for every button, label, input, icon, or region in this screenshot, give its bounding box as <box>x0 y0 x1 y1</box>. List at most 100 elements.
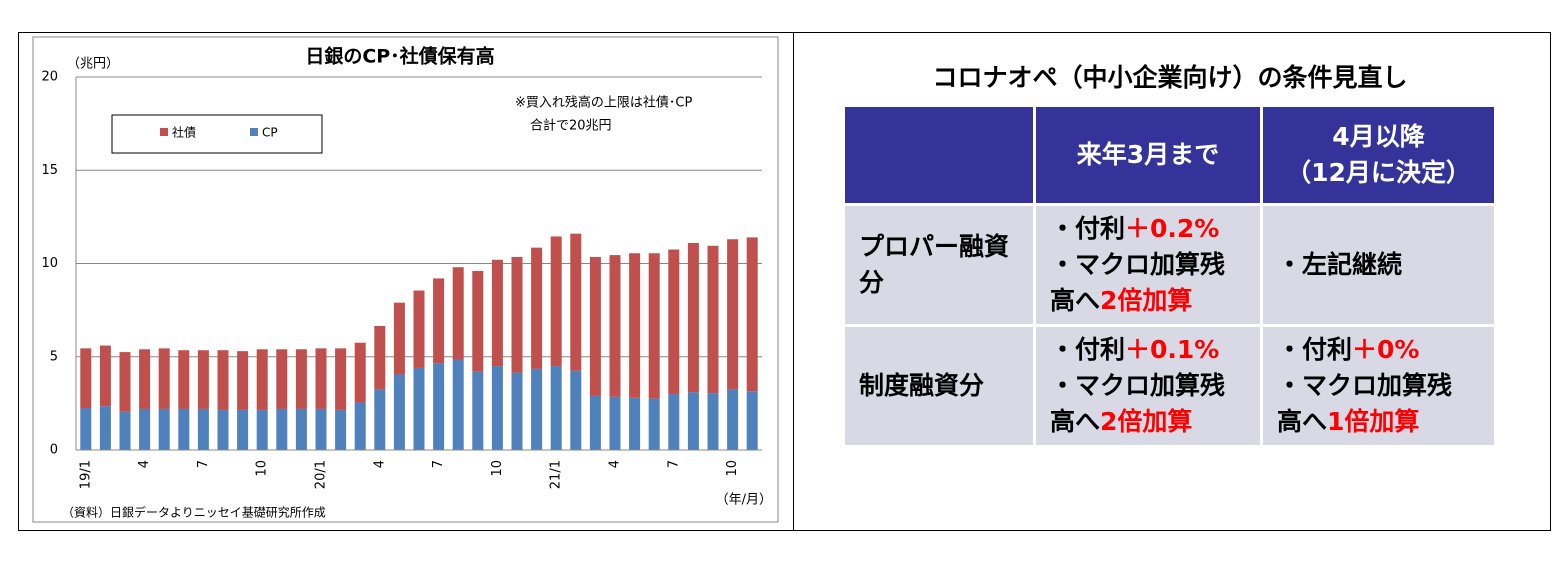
x-tick-label: 10 <box>725 460 740 477</box>
bar <box>276 349 288 409</box>
bar <box>452 267 464 360</box>
header-cell: 来年3月まで <box>1036 107 1260 203</box>
bar <box>256 409 268 450</box>
bar <box>315 348 327 409</box>
cell-item: ・付利＋0.2% <box>1050 211 1235 247</box>
cell-highlight: 2倍加算 <box>1100 407 1193 436</box>
bar <box>237 351 249 410</box>
bar <box>687 242 699 393</box>
bar <box>511 372 523 450</box>
bar <box>570 233 582 371</box>
bar <box>570 370 582 450</box>
row-label-text: 制度融資分 <box>859 371 985 400</box>
cell-text: ・付利 <box>1050 335 1126 364</box>
bar <box>589 256 601 396</box>
annotation: 合計で20兆円 <box>530 118 612 134</box>
x-tick-label: 7 <box>666 460 681 468</box>
x-tick-label: 21/1 <box>549 460 564 489</box>
header-text: （12月に決定） <box>1286 158 1471 187</box>
y-tick-label: 15 <box>41 163 58 178</box>
bar <box>491 259 503 367</box>
bar <box>668 249 680 395</box>
bar <box>80 348 92 409</box>
bar <box>491 366 503 450</box>
x-tick-label: 10 <box>490 460 505 477</box>
bar <box>433 363 445 450</box>
table-title: コロナオペ（中小企業向け）の条件見直し <box>932 63 1408 92</box>
bar <box>335 348 347 410</box>
bar <box>393 374 405 450</box>
bar <box>589 395 601 450</box>
x-tick-label: 4 <box>137 460 152 468</box>
legend-label: 社債 <box>172 125 196 140</box>
header-row: 来年3月まで 4月以降 （12月に決定） <box>845 107 1494 203</box>
header-text: 来年3月まで <box>1076 140 1220 169</box>
bar <box>727 239 739 390</box>
bar <box>354 342 366 403</box>
y-tick-label: 10 <box>41 256 58 271</box>
bar <box>746 391 758 450</box>
bar <box>668 394 680 450</box>
x-axis-label: （年/月） <box>716 493 772 508</box>
y-axis-label: （兆円） <box>67 57 119 72</box>
bar <box>217 350 229 410</box>
bar <box>295 408 307 450</box>
chart-border <box>32 36 779 523</box>
cell-item: ・マクロ加算残高へ1倍加算 <box>1277 368 1462 440</box>
bar <box>99 406 111 450</box>
bar <box>609 255 621 397</box>
bar <box>707 245 719 394</box>
bar <box>413 290 425 368</box>
cell-text: ・マクロ加算残高へ <box>1050 250 1226 315</box>
bar <box>197 350 209 409</box>
row-label: プロパー融資分 <box>845 206 1033 324</box>
frame <box>18 32 1551 531</box>
bar <box>197 408 209 450</box>
x-tick-label: 7 <box>196 460 211 468</box>
bar <box>335 409 347 450</box>
row-label-text: プロパー融資分 <box>859 232 1010 297</box>
bar <box>452 359 464 450</box>
y-tick-label: 5 <box>50 349 58 364</box>
y-tick-label: 20 <box>41 70 58 85</box>
bar <box>687 392 699 450</box>
bar <box>550 236 562 367</box>
header-cell <box>845 107 1033 203</box>
bar <box>158 408 170 450</box>
header-cell: 4月以降 （12月に決定） <box>1263 107 1494 203</box>
x-tick-label: 7 <box>431 460 446 468</box>
cell-highlight: ＋0% <box>1352 335 1420 364</box>
bar <box>550 366 562 450</box>
bar <box>472 371 484 450</box>
bar <box>727 389 739 450</box>
bar <box>629 253 641 398</box>
cell-highlight: ＋0.2% <box>1125 214 1220 243</box>
bar <box>648 253 660 399</box>
bar <box>511 256 523 373</box>
bar <box>139 408 151 450</box>
x-tick-label: 4 <box>372 460 387 468</box>
bar <box>80 408 92 450</box>
chart-title: 日銀のCP･社債保有高 <box>305 45 494 68</box>
bar <box>707 393 719 450</box>
cell-item: ・付利＋0% <box>1277 332 1462 368</box>
bar <box>217 409 229 450</box>
bar <box>354 402 366 450</box>
cell-item: ・付利＋0.1% <box>1050 332 1235 368</box>
header-text: 4月以降 <box>1332 122 1425 151</box>
cell-highlight: 1倍加算 <box>1327 407 1420 436</box>
bar <box>609 396 621 450</box>
table-row: プロパー融資分 ・付利＋0.2% ・マクロ加算残高へ2倍加算 ・左記継続 <box>845 206 1494 324</box>
bar <box>315 408 327 450</box>
legend-label: CP <box>262 126 278 140</box>
cell-text: ・マクロ加算残高へ <box>1277 371 1453 436</box>
bar <box>531 368 543 450</box>
cell-highlight: 2倍加算 <box>1100 286 1193 315</box>
cell-text: ・付利 <box>1050 214 1126 243</box>
cell-text: ・左記継続 <box>1277 250 1403 279</box>
bar <box>433 278 445 364</box>
cell-text: ・マクロ加算残高へ <box>1050 371 1226 436</box>
table-cell: ・左記継続 <box>1263 206 1494 324</box>
x-tick-label: 10 <box>255 460 270 477</box>
